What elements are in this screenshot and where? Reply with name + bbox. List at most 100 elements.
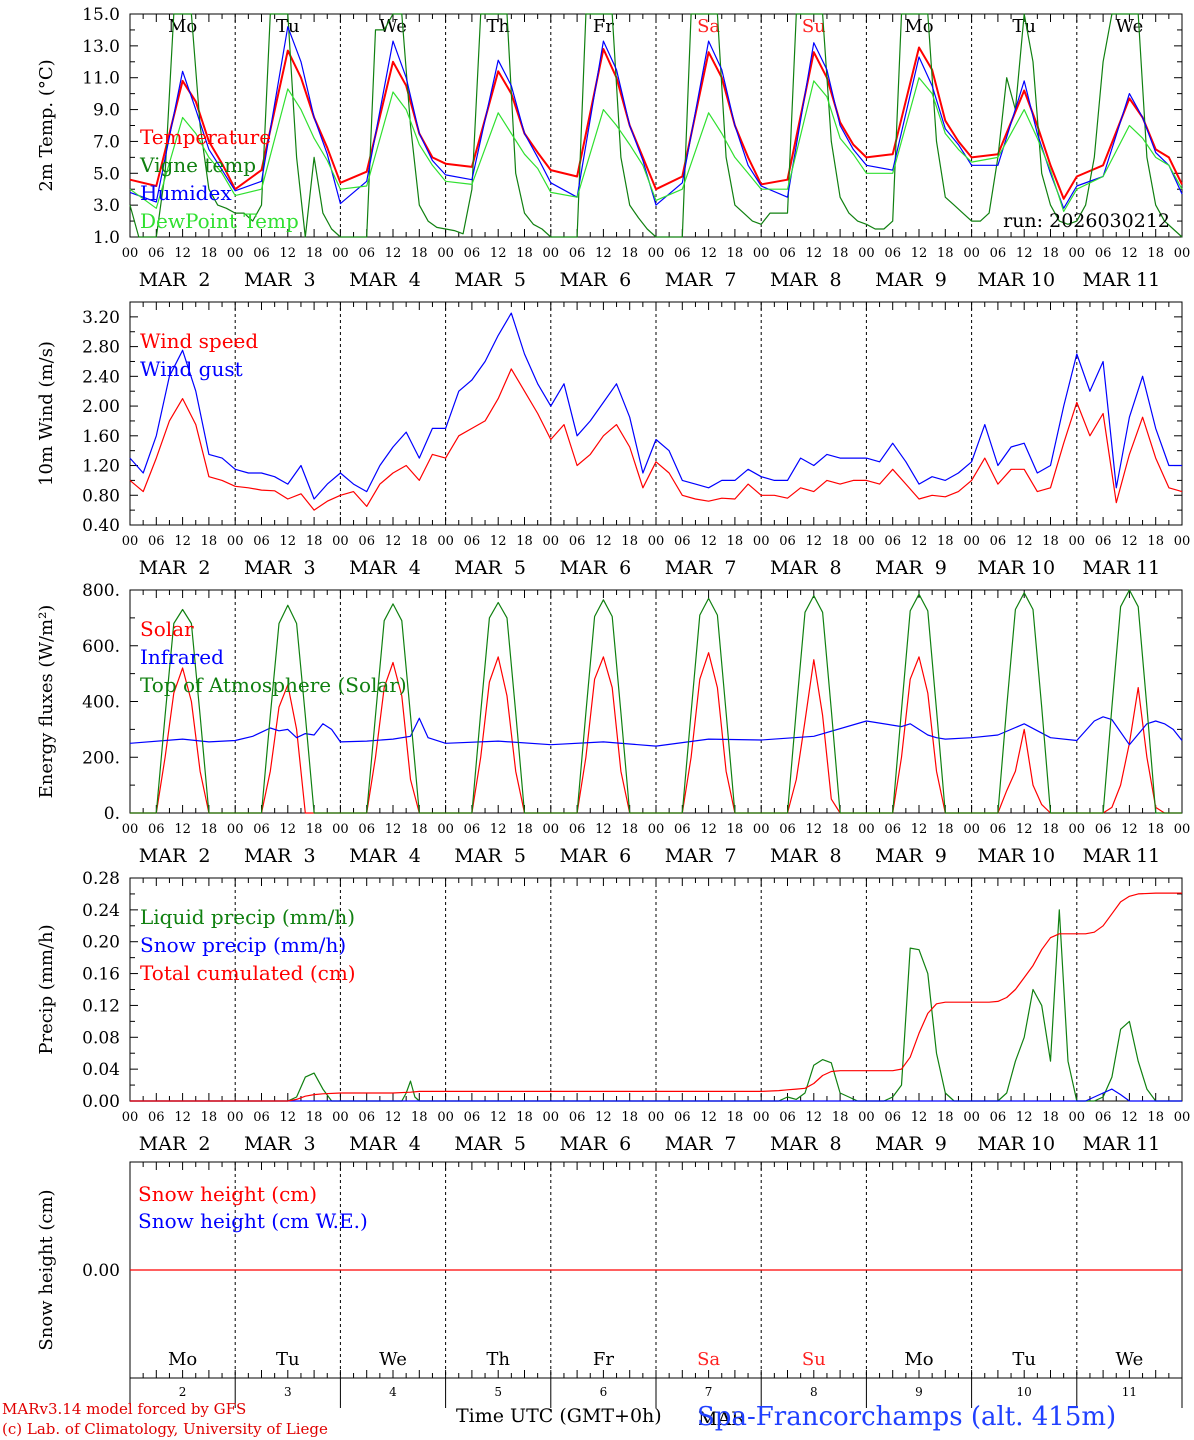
energy-y-tick-label: 800. — [82, 581, 120, 601]
wind-hour-label: 18 — [832, 534, 849, 549]
energy-frame — [129, 589, 1183, 814]
precip-date-label: MAR 5 — [454, 1133, 526, 1155]
precip-hour-label: 12 — [806, 1110, 823, 1125]
temp-dow-label: We — [379, 16, 407, 37]
temp-hour-label: 00 — [648, 246, 665, 261]
temp-hour-label: 18 — [201, 246, 218, 261]
energy-date-label: MAR 9 — [875, 845, 947, 867]
precip-date-label: MAR 6 — [560, 1133, 632, 1155]
temp-hour-label: 12 — [490, 246, 507, 261]
temp-hour-label: 18 — [621, 246, 638, 261]
precip-series-1-line — [130, 1088, 1182, 1102]
temp-hour-label: 06 — [674, 246, 691, 261]
wind-y-tick-label: 0.40 — [82, 516, 120, 536]
energy-hour-label: 18 — [1147, 822, 1164, 837]
wind-hour-label: 18 — [411, 534, 428, 549]
wind-y-tick-label: 1.20 — [82, 457, 120, 477]
energy-y-tick-label: 200. — [82, 748, 120, 768]
wind-hour-label: 12 — [174, 534, 191, 549]
snow-month-label: MAR — [698, 1408, 746, 1430]
wind-series-1-line — [129, 312, 1182, 500]
precip-hour-label: 06 — [990, 1110, 1007, 1125]
wind-date-label: MAR 3 — [244, 557, 316, 579]
precip-hour-label: 06 — [779, 1110, 796, 1125]
wind-series-0-line — [129, 368, 1183, 511]
temp-hour-label: 00 — [963, 246, 980, 261]
wind-hour-label: 06 — [253, 534, 270, 549]
temp-y-tick-label: 1.0 — [93, 228, 120, 248]
wind-hour-label: 06 — [779, 534, 796, 549]
precip-hour-label: 12 — [911, 1110, 928, 1125]
temp-dow-label: Mo — [168, 16, 197, 37]
energy-date-label: MAR 2 — [139, 845, 211, 867]
precip-date-label: MAR 3 — [244, 1133, 316, 1155]
snow-day-number: 11 — [1122, 1385, 1137, 1399]
energy-date-label: MAR 6 — [560, 845, 632, 867]
energy-date-label: MAR 4 — [349, 845, 421, 867]
precip-series-0-line — [130, 909, 1182, 1102]
energy-hour-label: 12 — [280, 822, 297, 837]
snow-day-number: 10 — [1017, 1385, 1032, 1399]
energy-hour-label: 06 — [464, 822, 481, 837]
temp-dow-label: Th — [486, 16, 510, 37]
temp-hour-label: 18 — [1042, 246, 1059, 261]
snow-day-number: 7 — [705, 1385, 713, 1399]
precip-hour-label: 12 — [700, 1110, 717, 1125]
precip-hour-label: 18 — [1042, 1110, 1059, 1125]
wind-hour-label: 12 — [280, 534, 297, 549]
precip-hour-label: 18 — [1147, 1110, 1164, 1125]
precip-hour-label: 18 — [727, 1110, 744, 1125]
energy-date-label: MAR 11 — [1083, 845, 1161, 867]
precip-panel: 0.00 0.04 0.08 0.12 0.16 0.20 0.24 0.28 Precip (… — [36, 869, 1190, 1155]
wind-legend-entry: Wind gust — [140, 357, 243, 381]
energy-hour-label: 12 — [595, 822, 612, 837]
temp-series-3-line — [129, 77, 1183, 213]
wind-hour-label: 00 — [227, 534, 244, 549]
snow-day-number: 9 — [915, 1385, 923, 1399]
precip-date-label: MAR 2 — [139, 1133, 211, 1155]
temp-dow-label: Mo — [904, 16, 933, 37]
temp-dow-label: Su — [802, 16, 826, 37]
temp-hour-label: 06 — [990, 246, 1007, 261]
wind-date-label: MAR 4 — [349, 557, 421, 579]
energy-hour-label: 12 — [1016, 822, 1033, 837]
energy-hour-label: 12 — [806, 822, 823, 837]
energy-panel: 0. 200. 400. 600. 800. Energy fluxes (W/m²) 00… — [36, 581, 1190, 867]
wind-hour-label: 12 — [700, 534, 717, 549]
wind-hour-label: 00 — [122, 534, 139, 549]
temp-legend-entry: Humidex — [140, 181, 232, 205]
energy-hour-label: 18 — [411, 822, 428, 837]
energy-y-axis-label: Energy fluxes (W/m²) — [36, 605, 57, 799]
wind-date-label: MAR 6 — [560, 557, 632, 579]
temp-y-tick-label: 3.0 — [93, 196, 120, 216]
wind-hour-label: 06 — [464, 534, 481, 549]
snow-day-number: 2 — [179, 1385, 187, 1399]
energy-y-tick-label: 0. — [104, 804, 120, 824]
wind-hour-label: 18 — [306, 534, 323, 549]
energy-hour-label: 06 — [253, 822, 270, 837]
energy-hour-label: 06 — [358, 822, 375, 837]
precip-hour-label: 00 — [543, 1110, 560, 1125]
energy-hour-label: 12 — [174, 822, 191, 837]
energy-hour-label: 06 — [884, 822, 901, 837]
wind-hour-label: 06 — [1095, 534, 1112, 549]
energy-hour-label: 12 — [911, 822, 928, 837]
wind-hour-label: 00 — [858, 534, 875, 549]
temp-hour-label: 06 — [358, 246, 375, 261]
energy-legend-entry: Infrared — [140, 645, 224, 669]
temp-hour-label: 12 — [1016, 246, 1033, 261]
wind-hour-label: 00 — [753, 534, 770, 549]
energy-hour-label: 00 — [858, 822, 875, 837]
temp-hour-label: 06 — [779, 246, 796, 261]
precip-hour-label: 12 — [174, 1110, 191, 1125]
wind-y-tick-label: 2.00 — [82, 397, 120, 417]
snow-day-number: 6 — [600, 1385, 608, 1399]
temp-date-label: MAR 6 — [560, 269, 632, 291]
temp-hour-label: 00 — [858, 246, 875, 261]
precip-date-label: MAR 9 — [875, 1133, 947, 1155]
temp-hour-label: 12 — [174, 246, 191, 261]
precip-hour-label: 18 — [516, 1110, 533, 1125]
temp-hour-label: 00 — [1174, 246, 1191, 261]
energy-y-tick-label: 400. — [82, 693, 120, 713]
temp-dow-label: Fr — [593, 16, 614, 37]
